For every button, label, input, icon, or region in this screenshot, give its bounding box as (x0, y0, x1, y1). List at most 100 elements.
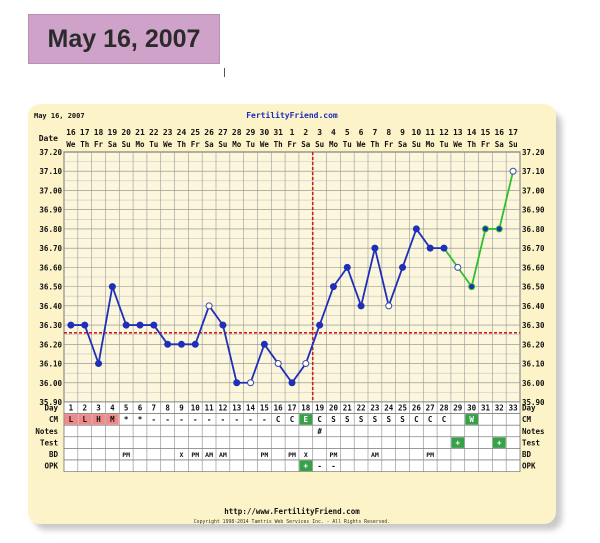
cm-cell-green (299, 414, 313, 425)
bd-value: PM (260, 451, 268, 459)
day-number: 23 (370, 404, 380, 413)
date-label: 16 (494, 128, 504, 137)
temperature-point (136, 321, 144, 329)
cm-value: C (442, 415, 447, 424)
temperature-point (191, 340, 199, 348)
weekday-label: Th (274, 140, 283, 149)
day-number: 2 (82, 404, 87, 413)
date-label: 16 (66, 128, 76, 137)
weekday-label: Sa (301, 140, 311, 149)
y-tick-label-right: 36.80 (522, 225, 545, 234)
cm-value: C (428, 415, 433, 424)
weekday-label: Sa (495, 140, 505, 149)
row-label-left: Test (40, 438, 58, 447)
date-label: 17 (508, 128, 518, 137)
day-number: 15 (260, 404, 269, 413)
weekday-label: Su (315, 140, 324, 149)
cm-value: - (262, 415, 267, 424)
weekday-label: Th (370, 140, 379, 149)
cm-cell-menstrual (105, 414, 119, 425)
temperature-point (274, 360, 282, 368)
date-label: 5 (345, 128, 350, 137)
cm-value: C (290, 415, 295, 424)
y-tick-label-left: 37.20 (39, 148, 62, 157)
temperature-point (399, 263, 407, 271)
day-number: 33 (509, 404, 519, 413)
bd-value: PM (191, 451, 199, 459)
date-label: 27 (218, 128, 228, 137)
cm-value: - (152, 415, 157, 424)
cm-value: * (138, 415, 143, 424)
row-label-right: Test (522, 438, 540, 447)
y-tick-label-right: 36.30 (522, 321, 545, 330)
temperature-point (108, 283, 116, 291)
weekday-label: We (260, 140, 270, 149)
row-label-left: Day (44, 404, 58, 413)
footer-url: http://www.FertilityFriend.com (224, 507, 360, 516)
date-label: 26 (204, 128, 214, 137)
day-number: 27 (426, 404, 435, 413)
temperature-point (385, 302, 393, 310)
temperature-point (302, 360, 310, 368)
temperature-point (329, 283, 337, 291)
chart-card: May 16, 2007 FertilityFriend.com Date 16 17 1… (28, 104, 556, 525)
cm-cell-green (465, 414, 479, 425)
weekday-label: We (357, 140, 367, 149)
date-label: 17 (80, 128, 90, 137)
date-label: 1 (290, 128, 295, 137)
day-number: 22 (357, 404, 366, 413)
date-label: 4 (331, 128, 336, 137)
weekday-label: Th (177, 140, 186, 149)
temperature-point (164, 340, 172, 348)
date-label: 9 (400, 128, 405, 137)
temperature-point (495, 225, 503, 233)
cm-value: - (248, 415, 253, 424)
date-label: 12 (439, 128, 449, 137)
weekday-label: Tu (439, 140, 448, 149)
temperature-point (509, 167, 517, 175)
footer-copyright: Copyright 1998-2014 Tamtris Web Services… (194, 519, 390, 524)
date-label: 28 (232, 128, 242, 137)
opk-cell-green (299, 460, 313, 472)
y-tick-label-left: 37.00 (39, 186, 62, 195)
cm-value: - (179, 415, 184, 424)
temperature-point (122, 321, 130, 329)
day-number: 1 (69, 404, 74, 413)
day-number: 4 (110, 404, 115, 413)
row-label-left: CM (49, 415, 59, 424)
opk-value: - (331, 462, 336, 471)
day-number: 19 (315, 404, 325, 413)
weekday-label: Tu (149, 140, 158, 149)
y-tick-label-left: 36.10 (39, 360, 62, 369)
note-marker: # (317, 427, 322, 436)
y-tick-label-right: 36.00 (522, 379, 545, 388)
temperature-point (468, 283, 476, 291)
day-number: 32 (495, 404, 504, 413)
weekday-label: Sa (205, 140, 215, 149)
bd-value: PM (426, 451, 434, 459)
weekday-label: Fr (94, 140, 104, 149)
y-tick-label-left: 36.20 (39, 340, 62, 349)
weekday-label: Sa (108, 140, 118, 149)
temperature-point (288, 379, 296, 387)
temperature-point (219, 321, 227, 329)
weekday-label: Mo (135, 140, 145, 149)
weekday-label: Su (122, 140, 131, 149)
y-tick-label-left: 36.60 (39, 263, 62, 272)
bd-value: X (304, 451, 308, 459)
table-row-bg (63, 459, 521, 472)
opk-value: - (317, 462, 322, 471)
temperature-point (81, 321, 89, 329)
day-number: 6 (138, 404, 143, 413)
day-number: 14 (246, 404, 256, 413)
cm-value: - (193, 415, 198, 424)
weekday-label: Mo (232, 140, 242, 149)
opk-value: + (304, 462, 309, 471)
weekday-label: Su (218, 140, 227, 149)
row-label-left: BD (49, 450, 59, 459)
temperature-point (440, 244, 448, 252)
bd-value: PM (122, 451, 130, 459)
bd-value: AM (219, 451, 227, 459)
row-label-left: OPK (44, 462, 58, 471)
weekday-label: Su (412, 140, 421, 149)
